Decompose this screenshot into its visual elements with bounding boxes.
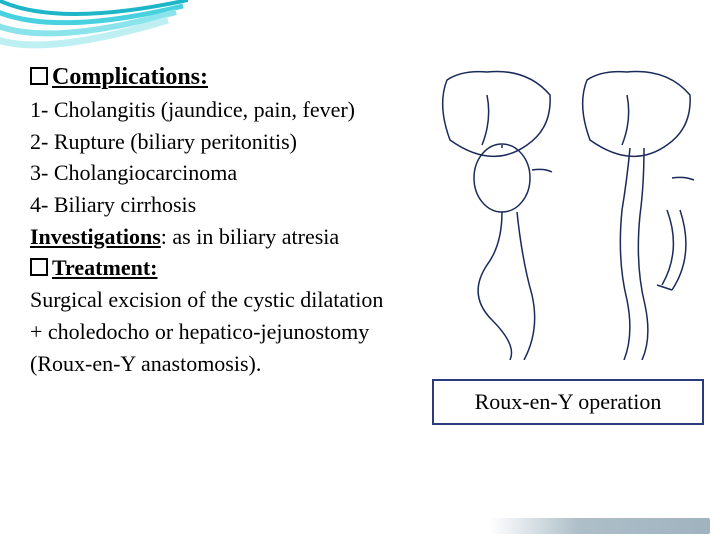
heading-treatment-text: Treatment: — [52, 255, 157, 280]
square-bullet-icon — [30, 67, 48, 85]
heading-investigations-line: Investigations: as in biliary atresia — [30, 222, 430, 252]
heading-complications-text: Complications: — [52, 64, 208, 90]
treatment-line-2: + choledocho or hepatico-jejunostomy — [30, 317, 430, 347]
investigations-rest: : as in biliary atresia — [161, 224, 339, 249]
complication-item-3: 3- Cholangiocarcinoma — [30, 158, 430, 188]
heading-investigations-label: Investigations — [30, 224, 161, 249]
treatment-line-1: Surgical excision of the cystic dilatati… — [30, 285, 430, 315]
complication-item-2: 2- Rupture (biliary peritonitis) — [30, 127, 430, 157]
heading-treatment: Treatment: — [30, 253, 430, 283]
square-bullet-icon — [30, 258, 48, 276]
treatment-line-3: (Roux-en-Y anastomosis). — [30, 349, 430, 379]
complication-item-4: 4- Biliary cirrhosis — [30, 190, 430, 220]
figure-caption-text: Roux-en-Y operation — [475, 389, 662, 414]
footer-decoration — [490, 518, 710, 534]
complications-list: 1- Cholangitis (jaundice, pain, fever) 2… — [30, 95, 430, 378]
figure-caption-box: Roux-en-Y operation — [432, 379, 704, 425]
corner-swoosh-decoration — [0, 0, 188, 68]
text-content-block: Complications: 1- Cholangitis (jaundice,… — [30, 64, 430, 380]
figure-area: Roux-en-Y operation — [432, 60, 702, 440]
heading-complications: Complications: — [30, 64, 430, 91]
slide: Complications: 1- Cholangitis (jaundice,… — [0, 0, 720, 540]
roux-en-y-diagram — [432, 60, 702, 360]
complication-item-1: 1- Cholangitis (jaundice, pain, fever) — [30, 95, 430, 125]
